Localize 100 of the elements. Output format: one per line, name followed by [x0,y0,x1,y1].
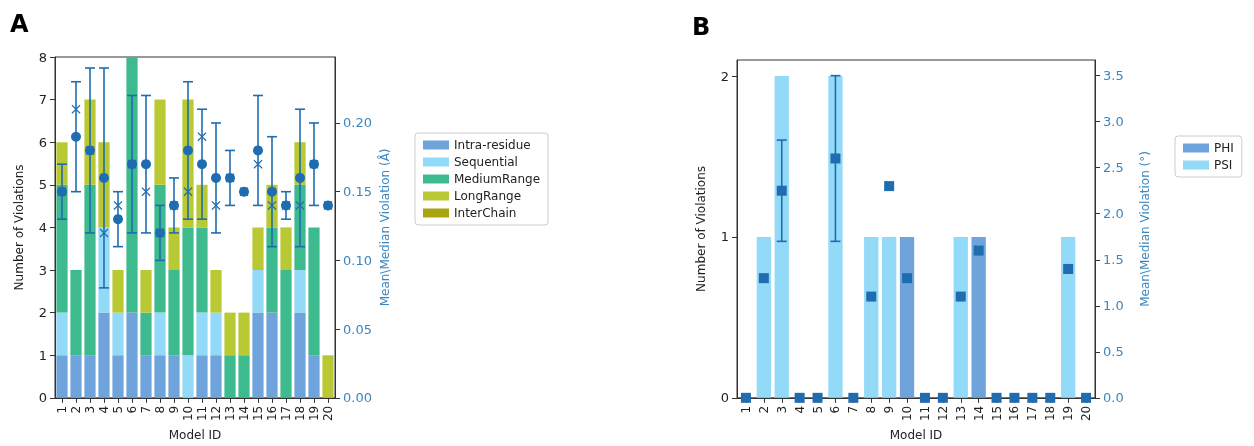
x-axis-title: Model ID [168,428,222,442]
point [267,186,277,197]
bar [56,142,68,185]
bar [140,312,152,356]
point [71,131,81,142]
chart-title: B [692,13,711,41]
bar [252,270,264,313]
x-tick-label: 2 [69,405,83,414]
bar [168,227,180,271]
chart-title: A [10,10,29,38]
y2-tick-label: 0.05 [343,321,372,337]
bar [154,355,166,398]
point [295,200,305,210]
bar [182,355,194,398]
point [267,200,277,210]
point [211,172,221,183]
bar [280,227,292,271]
x-tick-label: 5 [810,405,825,414]
bar [224,355,236,398]
point [197,132,207,142]
bar [168,270,180,356]
point [253,145,263,156]
bar [280,270,292,398]
bar [308,355,320,398]
bar [196,227,208,313]
bar [56,355,68,398]
point [71,104,81,114]
y-axis-title: Number of Violations [12,164,26,291]
point [253,159,263,169]
y-tick-label: 0 [720,390,729,406]
legend-label: Sequential [454,155,518,169]
x-tick-label: 6 [828,405,843,414]
y2-tick-label: 0.0 [1103,390,1124,406]
bar [168,355,180,398]
y-tick-label: 1 [720,229,729,245]
bar [112,355,124,398]
y2-tick-label: 3.5 [1103,68,1124,84]
point [99,172,109,183]
point [973,245,984,256]
bar [140,270,152,313]
bar [238,312,250,356]
legend-label: InterChain [454,206,517,220]
point [919,392,930,403]
x-tick-label: 5 [111,405,125,414]
point [1045,392,1056,403]
y2-tick-label: 0.10 [343,252,372,268]
bar [84,355,96,398]
point [937,392,948,403]
point [991,392,1002,403]
x-tick-label: 1 [55,405,69,414]
point [1063,263,1074,274]
y-tick-label: 0 [38,390,47,406]
x-tick-label: 18 [1043,405,1058,422]
x-tick-label: 16 [1007,405,1022,422]
point [1009,392,1020,403]
bar [126,312,138,398]
bar [210,270,222,313]
point [113,214,123,225]
bar [266,312,278,398]
x-tick-label: 15 [989,405,1004,422]
x-tick-label: 13 [223,405,237,422]
bar [210,355,222,398]
point [884,181,895,192]
x-tick-label: 7 [846,405,861,414]
bar [140,355,152,398]
x-tick-label: 1 [738,405,753,414]
y2-tick-label: 2.5 [1103,160,1124,176]
y2-tick-label: 0.5 [1103,344,1124,360]
x-tick-label: 10 [181,405,195,422]
x-tick-label: 8 [864,405,879,414]
x-tick-label: 20 [1079,405,1094,422]
x-tick-label: 14 [237,405,251,422]
bar [112,312,124,356]
point [758,273,769,284]
bar [196,312,208,356]
bar [196,355,208,398]
x-tick-label: 20 [321,405,335,422]
bar [322,355,334,398]
point [295,172,305,183]
x-tick-label: 18 [293,405,307,422]
y-tick-label: 3 [38,262,47,278]
x-tick-label: 4 [97,405,111,414]
legend-label: Intra-residue [454,138,531,152]
x-tick-label: 13 [953,405,968,422]
bar [154,312,166,356]
bar [98,312,110,398]
y-axis-title: Number of Violations [694,165,708,292]
point [902,273,913,284]
point [141,187,151,197]
point [848,392,859,403]
legend-label: PHI [1214,141,1234,155]
bar [56,312,68,356]
x-tick-label: 11 [917,405,932,422]
x-tick-label: 9 [167,405,181,414]
y2-tick-label: 1.5 [1103,252,1124,268]
bar [70,355,82,398]
y-tick-label: 1 [38,347,47,363]
x-tick-label: 6 [125,405,139,414]
bar [308,227,320,356]
point [183,187,193,197]
